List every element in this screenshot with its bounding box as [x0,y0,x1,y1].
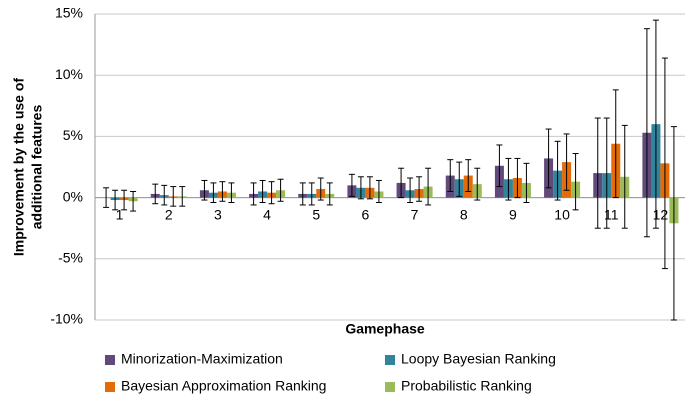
x-axis-label: Gamephase [345,321,425,337]
x-tick-label: 5 [312,206,320,222]
x-tick-label: 9 [509,206,517,222]
error-bar [250,182,257,206]
error-bar [612,89,619,199]
error-bar [572,153,579,211]
error-bar [308,182,315,206]
error-bar [603,117,610,229]
legend-swatch [105,382,115,392]
error-bar [299,182,306,206]
error-bar [545,128,552,189]
error-bar [130,190,137,212]
x-tick-label: 10 [554,206,570,222]
error-bar [357,176,364,200]
error-bar [259,179,266,203]
error-bar [179,186,186,207]
error-bar [563,133,570,191]
error-bar [621,124,628,229]
error-bar [375,179,382,203]
y-tick-label: 0% [63,188,83,204]
error-bar [523,162,530,203]
error-bar [348,173,355,197]
x-tick-label: 8 [460,206,468,222]
legend-label: Probabilistic Ranking [401,378,532,394]
error-bar [425,167,432,206]
error-bar [594,117,601,229]
legend-label: Loopy Bayesian Ranking [401,351,556,367]
error-bar [505,157,512,201]
error-bar [161,184,168,206]
x-tick-label: 12 [653,206,669,222]
error-bar [228,182,235,203]
error-bar [366,176,373,200]
error-bar [326,182,333,206]
error-bar [643,28,650,238]
error-bar [112,189,119,211]
error-bar [652,19,659,229]
y-tick-label: 10% [55,66,83,82]
y-axis-label: Improvement by the use of [11,78,27,256]
error-bar [554,140,561,201]
error-bar [210,182,217,203]
error-bar [219,181,226,202]
error-bar [474,167,481,201]
x-tick-label: 2 [165,206,173,222]
error-bar [170,186,177,207]
error-bar [416,176,423,202]
y-tick-label: 15% [55,5,83,21]
legend-swatch [385,355,395,365]
error-bar [398,167,405,199]
legend-label: Bayesian Approximation Ranking [121,378,326,394]
error-bar [407,177,414,203]
legend-swatch [105,355,115,365]
legend-swatch [385,382,395,392]
x-tick-label: 6 [362,206,370,222]
error-bar [456,161,463,197]
y-tick-label: -10% [50,311,83,327]
error-bar [465,159,472,192]
error-bar [201,179,208,201]
error-bar [670,126,677,321]
y-tick-label: -5% [58,250,83,266]
x-tick-label: 3 [214,206,222,222]
error-bar [268,181,275,205]
error-bar [661,57,668,270]
error-bar [152,183,159,205]
error-bar [317,177,324,201]
error-bar [121,189,128,211]
x-tick-label: 4 [263,206,271,222]
legend-label: Minorization-Maximization [121,351,283,367]
x-tick-label: 1 [116,206,124,222]
error-bar [496,144,503,188]
error-bar [277,178,284,202]
x-tick-label: 7 [411,206,419,222]
y-axis-label: additional features [29,105,45,230]
error-bar [447,159,454,192]
error-bar [103,187,110,208]
error-bar [514,157,521,199]
y-tick-label: 5% [63,127,83,143]
x-tick-label: 11 [604,206,619,222]
